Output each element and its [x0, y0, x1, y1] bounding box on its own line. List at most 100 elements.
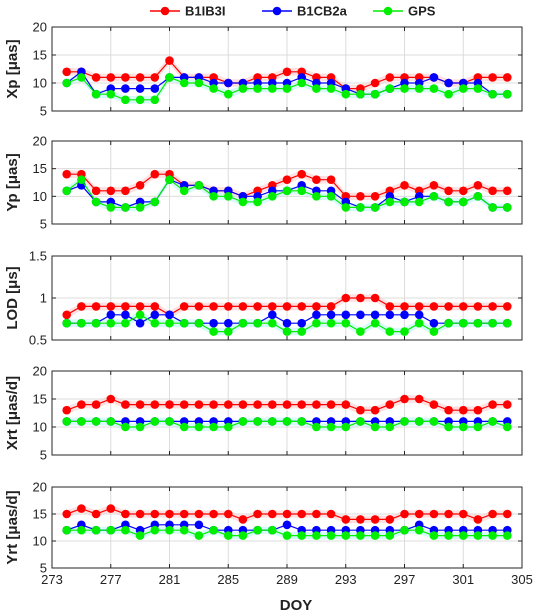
point-gps	[165, 175, 174, 184]
point-b1cb2a	[282, 318, 292, 328]
point-b1ib3i	[503, 509, 512, 519]
point-gps	[135, 310, 145, 320]
y-tick-label: 5	[40, 448, 47, 463]
point-gps	[400, 84, 409, 93]
point-gps	[341, 203, 351, 212]
point-b1cb2a	[150, 84, 160, 93]
point-gps	[356, 89, 365, 99]
point-b1ib3i	[356, 515, 365, 524]
point-gps	[194, 422, 204, 432]
point-gps	[312, 318, 321, 328]
point-b1ib3i	[268, 302, 277, 311]
point-b1cb2a	[150, 310, 160, 320]
point-b1ib3i	[473, 302, 483, 311]
point-gps	[312, 422, 321, 432]
point-b1ib3i	[62, 310, 71, 320]
point-b1ib3i	[238, 400, 248, 409]
point-gps	[150, 197, 160, 207]
point-gps	[503, 531, 512, 540]
point-b1ib3i	[400, 509, 409, 519]
point-gps	[179, 422, 189, 432]
point-b1ib3i	[282, 67, 292, 77]
point-b1ib3i	[253, 509, 262, 519]
point-gps	[414, 197, 424, 207]
y-tick-label: 0.5	[29, 333, 47, 348]
point-b1ib3i	[488, 73, 497, 82]
point-b1ib3i	[370, 78, 380, 88]
point-gps	[400, 197, 409, 207]
panel-3: 0.5 1 1.5 LOD [μs]	[4, 249, 523, 348]
y-tick-label: 15	[33, 161, 47, 176]
point-b1cb2a	[356, 310, 365, 320]
point-gps	[488, 318, 497, 328]
point-b1ib3i	[503, 186, 512, 196]
x-tick-label: 285	[217, 572, 239, 587]
point-b1ib3i	[121, 73, 130, 82]
point-b1ib3i	[224, 509, 233, 519]
point-b1ib3i	[503, 400, 512, 409]
point-b1ib3i	[414, 302, 424, 311]
point-b1ib3i	[91, 509, 101, 519]
point-gps	[106, 318, 116, 328]
point-b1ib3i	[459, 509, 468, 519]
y-tick-label: 10	[33, 420, 47, 435]
point-b1ib3i	[282, 509, 292, 519]
point-b1ib3i	[429, 302, 439, 311]
point-gps	[179, 186, 189, 196]
point-gps	[385, 327, 395, 336]
point-b1ib3i	[209, 400, 218, 409]
point-gps	[341, 89, 351, 99]
point-gps	[356, 327, 365, 336]
x-axis-label: DOY	[280, 597, 313, 614]
point-b1ib3i	[150, 169, 160, 179]
point-gps	[444, 197, 453, 207]
point-gps	[414, 525, 424, 535]
point-gps	[135, 95, 145, 105]
point-gps	[400, 327, 409, 336]
point-gps	[370, 318, 380, 328]
point-gps	[62, 417, 71, 426]
point-b1ib3i	[297, 400, 307, 409]
point-b1ib3i	[135, 400, 145, 409]
point-gps	[429, 192, 439, 201]
y-tick-label: 15	[33, 48, 47, 63]
series-gps	[62, 417, 512, 432]
point-gps	[77, 525, 86, 535]
point-gps	[282, 327, 292, 336]
point-gps	[77, 73, 86, 82]
point-b1ib3i	[356, 192, 365, 201]
point-gps	[268, 84, 277, 93]
point-gps	[268, 318, 277, 328]
point-b1ib3i	[370, 405, 380, 415]
point-b1ib3i	[106, 302, 116, 311]
point-b1ib3i	[77, 302, 86, 311]
series-b1ib3i	[62, 293, 512, 320]
panels: 5 10 15 20 Xp [μas] 5 10 15 20 Yp [μas] 0.5 1 1.5 LOD…	[4, 20, 523, 576]
point-gps	[312, 192, 321, 201]
point-b1cb2a	[194, 520, 204, 530]
y-axis-label: LOD [μs]	[4, 266, 21, 329]
point-gps	[356, 417, 365, 426]
point-b1ib3i	[224, 302, 233, 311]
point-b1ib3i	[209, 509, 218, 519]
point-b1ib3i	[414, 509, 424, 519]
point-gps	[253, 197, 262, 207]
point-gps	[238, 531, 248, 540]
point-gps	[459, 531, 468, 540]
point-b1ib3i	[297, 302, 307, 311]
point-gps	[165, 525, 174, 535]
y-tick-label: 20	[33, 364, 47, 379]
point-gps	[179, 78, 189, 88]
point-gps	[341, 422, 351, 432]
point-b1ib3i	[429, 509, 439, 519]
point-gps	[209, 327, 218, 336]
point-b1ib3i	[106, 394, 116, 404]
point-gps	[370, 422, 380, 432]
point-gps	[297, 417, 307, 426]
point-b1ib3i	[414, 394, 424, 404]
point-b1ib3i	[150, 73, 160, 82]
point-gps	[150, 417, 160, 426]
point-b1ib3i	[268, 400, 277, 409]
point-b1ib3i	[297, 509, 307, 519]
point-gps	[150, 95, 160, 105]
